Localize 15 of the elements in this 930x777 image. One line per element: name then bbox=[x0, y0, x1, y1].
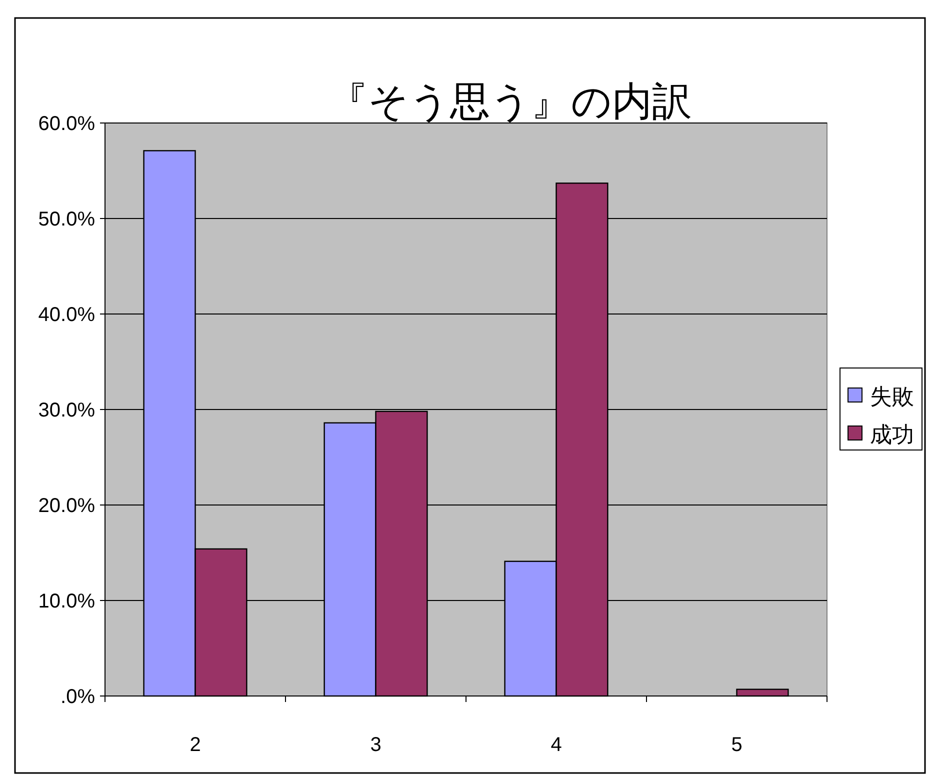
x-tick-label: 5 bbox=[731, 734, 742, 756]
y-tick-label: 40.0% bbox=[38, 304, 96, 326]
bar bbox=[736, 688, 789, 697]
y-tick-label: 30.0% bbox=[38, 400, 96, 422]
y-tick-label: 20.0% bbox=[38, 495, 96, 517]
legend-label: 失敗 bbox=[870, 384, 914, 409]
x-tick-label: 3 bbox=[370, 734, 382, 756]
x-tick-label: 2 bbox=[190, 734, 201, 756]
legend-label: 成功 bbox=[870, 422, 914, 447]
chart-title: 『そう思う』の内訳 bbox=[328, 80, 692, 124]
x-tick-label: 4 bbox=[550, 734, 562, 756]
y-tick-label: 10.0% bbox=[38, 590, 96, 612]
y-tick-label: .0% bbox=[60, 686, 96, 708]
y-tick-label: 60.0% bbox=[38, 113, 96, 135]
y-tick-label: 50.0% bbox=[38, 208, 96, 230]
